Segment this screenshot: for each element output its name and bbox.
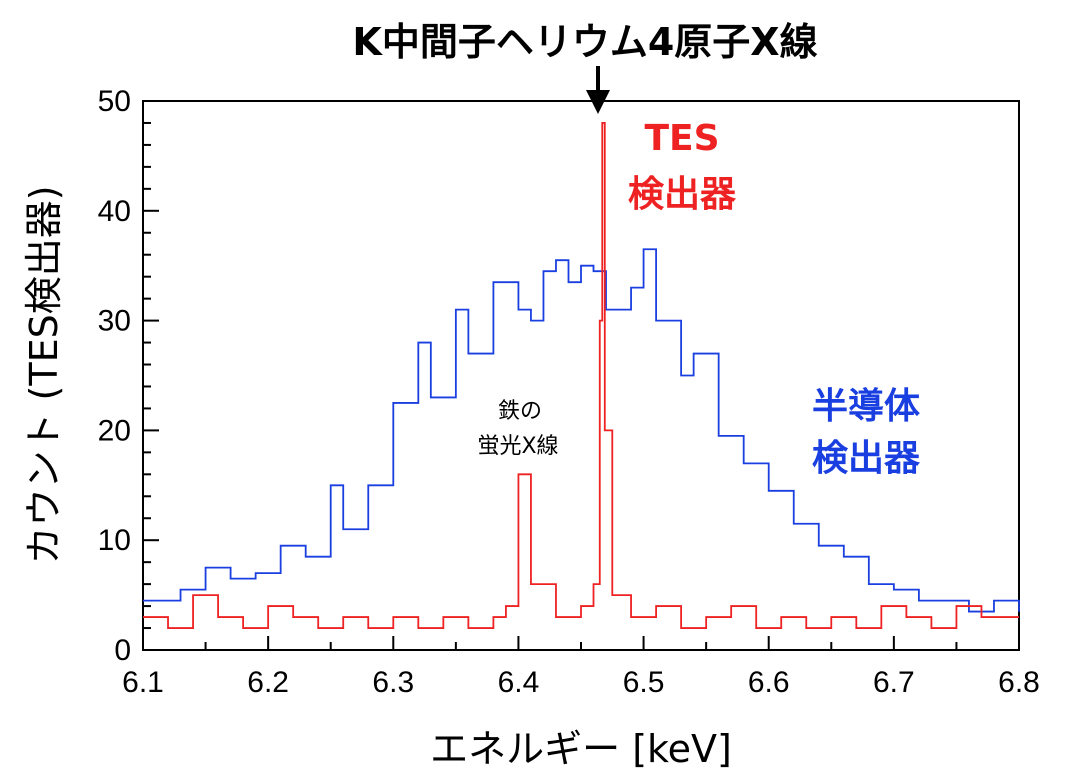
x-tick-label: 6.6	[748, 666, 790, 699]
x-tick-label: 6.5	[623, 666, 665, 699]
iron-label-line2: 蛍光X線	[477, 434, 558, 459]
x-tick-label: 6.2	[247, 666, 289, 699]
y-tick-label: 30	[98, 305, 131, 338]
peak-arrow	[586, 66, 610, 114]
series-tes	[143, 122, 1019, 629]
y-tick-label: 40	[98, 195, 131, 228]
y-tick-label: 0	[114, 634, 131, 667]
series-layer	[143, 122, 1020, 629]
plot-frame	[142, 100, 1020, 651]
series-line	[143, 248, 1020, 613]
x-tick-label: 6.7	[873, 666, 915, 699]
x-tick-label: 6.8	[998, 666, 1040, 699]
chart-title: K中間子ヘリウム4原子X線	[352, 20, 817, 64]
iron-label-line1: 鉄の	[498, 399, 542, 424]
y-axis: 0 10 20 30 40 50	[98, 85, 159, 667]
y-tick-label: 50	[98, 85, 131, 118]
semiconductor-label-line1: 半導体	[812, 386, 920, 427]
series-line	[143, 122, 1019, 629]
y-tick-label: 20	[98, 414, 131, 447]
x-tick-label: 6.3	[372, 666, 414, 699]
series-semiconductor	[143, 248, 1020, 613]
y-axis-label: カウント (TES検出器)	[22, 185, 66, 564]
x-tick-label: 6.4	[498, 666, 540, 699]
y-tick-label: 10	[98, 524, 131, 557]
x-tick-label: 6.1	[122, 666, 164, 699]
x-axis: 6.1 6.2 6.3 6.4 6.5 6.6 6.7 6.8	[122, 636, 1040, 699]
semiconductor-label-line2: 検出器	[812, 438, 921, 479]
tes-label-line2: 検出器	[628, 174, 737, 215]
x-axis-label: エネルギー [keV]	[430, 727, 732, 771]
tes-label-line1: TES	[644, 118, 719, 159]
